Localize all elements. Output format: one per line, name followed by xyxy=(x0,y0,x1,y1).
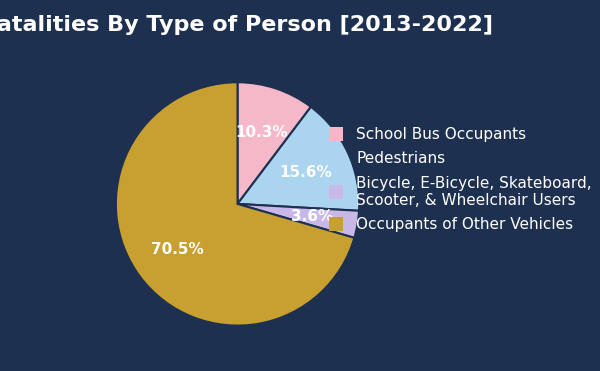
Text: 3.6%: 3.6% xyxy=(291,209,333,224)
Title: Fatalities By Type of Person [2013-2022]: Fatalities By Type of Person [2013-2022] xyxy=(0,15,493,35)
Wedge shape xyxy=(238,204,359,238)
Wedge shape xyxy=(238,82,311,204)
Text: 70.5%: 70.5% xyxy=(151,242,203,257)
Wedge shape xyxy=(116,82,355,326)
Wedge shape xyxy=(238,107,359,211)
Text: 10.3%: 10.3% xyxy=(235,125,288,140)
Text: 15.6%: 15.6% xyxy=(280,165,332,180)
Legend: School Bus Occupants, Pedestrians, Bicycle, E-Bicycle, Skateboard,
Scooter, & Wh: School Bus Occupants, Pedestrians, Bicyc… xyxy=(321,119,599,240)
